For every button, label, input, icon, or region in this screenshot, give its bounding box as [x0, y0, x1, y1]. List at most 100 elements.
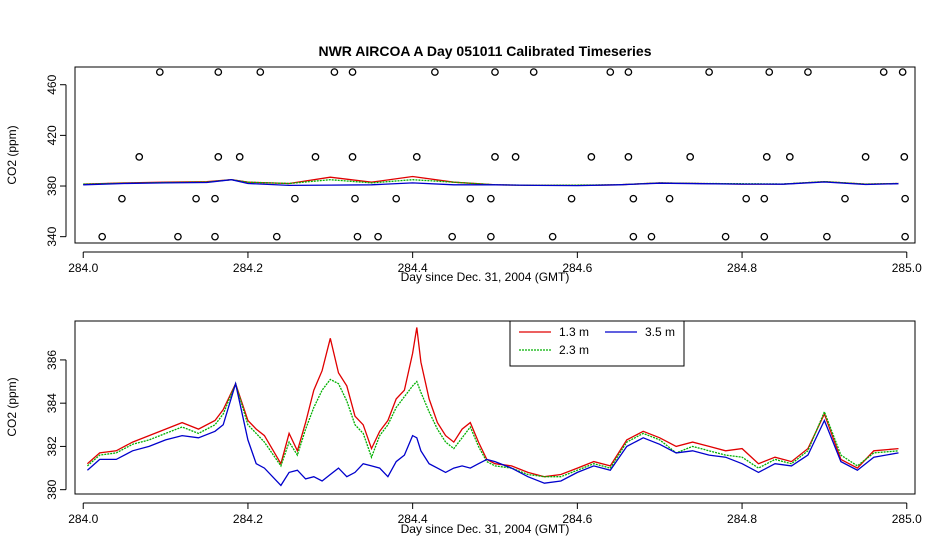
calibration-point	[567, 194, 576, 203]
bottom-y-tick-label: 382	[45, 436, 59, 456]
calibration-point	[174, 232, 182, 241]
calibration-point	[587, 153, 596, 161]
top-series-line-3-5-m	[83, 179, 899, 187]
calibration-point	[491, 153, 499, 161]
calibration-point	[431, 68, 439, 76]
legend-label-1-3m: 1.3 m	[559, 325, 589, 339]
calibration-point	[348, 68, 357, 76]
bottom-y-axis-label: CO2 (ppm)	[5, 377, 19, 436]
calibration-point	[214, 68, 223, 76]
calibration-point	[487, 232, 495, 241]
bottom-series-line-1-3-m	[86, 327, 899, 478]
calibration-point	[629, 232, 638, 241]
bottom-series-line-3-5-m	[86, 381, 899, 487]
chart-title: NWR AIRCOA A Day 051011 Calibrated Times…	[318, 43, 651, 59]
legend-box	[509, 320, 685, 367]
bottom-x-tick-label: 284.8	[727, 512, 757, 526]
calibration-point	[211, 232, 219, 241]
calibration-point	[235, 153, 244, 161]
top-x-tick-label: 285.0	[892, 261, 922, 275]
calibration-point	[214, 153, 223, 161]
calibration-point	[760, 194, 769, 203]
bottom-y-tick-label: 384	[45, 393, 59, 413]
calibration-point	[879, 68, 888, 76]
calibration-point	[211, 194, 219, 203]
bottom-series-line-2-3-m	[86, 378, 899, 478]
bottom-series-lines	[86, 327, 899, 487]
calibration-point	[291, 194, 299, 203]
bottom-y-tick-label: 386	[45, 350, 59, 370]
calibration-point	[647, 232, 656, 241]
calibration-point	[392, 194, 401, 203]
calibration-point	[98, 232, 107, 241]
bottom-x-tick-label: 284.0	[68, 512, 98, 526]
bottom-y-axis: 380 382 384 386	[45, 350, 67, 500]
calibration-point	[353, 232, 362, 241]
bottom-plot-frame	[74, 320, 916, 495]
top-x-tick-label: 284.8	[727, 261, 757, 275]
legend-label-2-3m: 2.3 m	[559, 343, 589, 357]
calibration-point	[374, 232, 382, 241]
top-calibration-points	[98, 68, 909, 241]
top-x-tick-label: 284.6	[562, 261, 592, 275]
top-y-tick-label: 420	[45, 125, 59, 145]
calibration-point	[412, 153, 421, 161]
top-plot-frame	[74, 66, 916, 244]
calibration-point	[192, 194, 200, 203]
bottom-x-axis: 284.0 284.2 284.4 284.6 284.8 285.0	[68, 502, 922, 526]
calibration-point	[785, 153, 794, 161]
calibration-point	[804, 68, 812, 76]
bottom-x-tick-label: 284.4	[398, 512, 428, 526]
calibration-point	[901, 232, 909, 241]
calibration-point	[155, 68, 164, 76]
calibration-point	[624, 153, 633, 161]
calibration-point	[721, 232, 730, 241]
calibration-point	[900, 153, 909, 161]
bottom-x-tick-label: 284.2	[233, 512, 263, 526]
bottom-y-tick-label: 380	[45, 479, 59, 499]
calibration-point	[742, 194, 751, 203]
top-y-tick-label: 340	[45, 226, 59, 246]
calibration-point	[135, 153, 144, 161]
calibration-point	[705, 68, 713, 76]
calibration-point	[272, 232, 281, 241]
bottom-x-axis-label: Day since Dec. 31, 2004 (GMT)	[401, 522, 570, 536]
calibration-point	[823, 232, 831, 241]
top-y-tick-label: 380	[45, 176, 59, 196]
calibration-point	[629, 194, 638, 203]
calibration-point	[311, 153, 320, 161]
bottom-x-tick-label: 285.0	[892, 512, 922, 526]
calibration-point	[841, 194, 849, 203]
calibration-point	[686, 153, 695, 161]
calibration-point	[548, 232, 557, 241]
calibration-point	[760, 232, 769, 241]
calibration-point	[487, 194, 495, 203]
calibration-point	[466, 194, 475, 203]
top-y-axis: 340 380 420 460	[45, 74, 67, 247]
legend-label-3-5m: 3.5 m	[645, 325, 675, 339]
top-x-tick-label: 284.4	[398, 261, 428, 275]
calibration-point	[118, 194, 126, 203]
calibration-point	[348, 153, 357, 161]
top-series-lines	[83, 175, 899, 187]
calibration-point	[606, 68, 615, 76]
top-y-tick-label: 460	[45, 74, 59, 94]
legend: 1.3 m 3.5 m 2.3 m	[509, 320, 685, 367]
bottom-x-tick-label: 284.6	[562, 512, 592, 526]
calibration-point	[901, 194, 909, 203]
calibration-point	[762, 153, 771, 161]
calibration-point	[256, 68, 265, 76]
calibration-point	[330, 68, 339, 76]
calibration-point	[491, 68, 499, 76]
calibration-point	[511, 153, 520, 161]
top-x-axis-label: Day since Dec. 31, 2004 (GMT)	[401, 270, 570, 284]
calibration-point	[898, 68, 907, 76]
top-x-tick-label: 284.0	[68, 261, 98, 275]
top-x-axis: 284.0 284.2 284.4 284.6 284.8 285.0	[68, 251, 922, 275]
calibration-point	[665, 194, 674, 203]
calibration-point	[624, 68, 633, 76]
calibration-point	[529, 68, 538, 76]
top-y-axis-label: CO2 (ppm)	[5, 125, 19, 184]
top-x-tick-label: 284.2	[233, 261, 263, 275]
